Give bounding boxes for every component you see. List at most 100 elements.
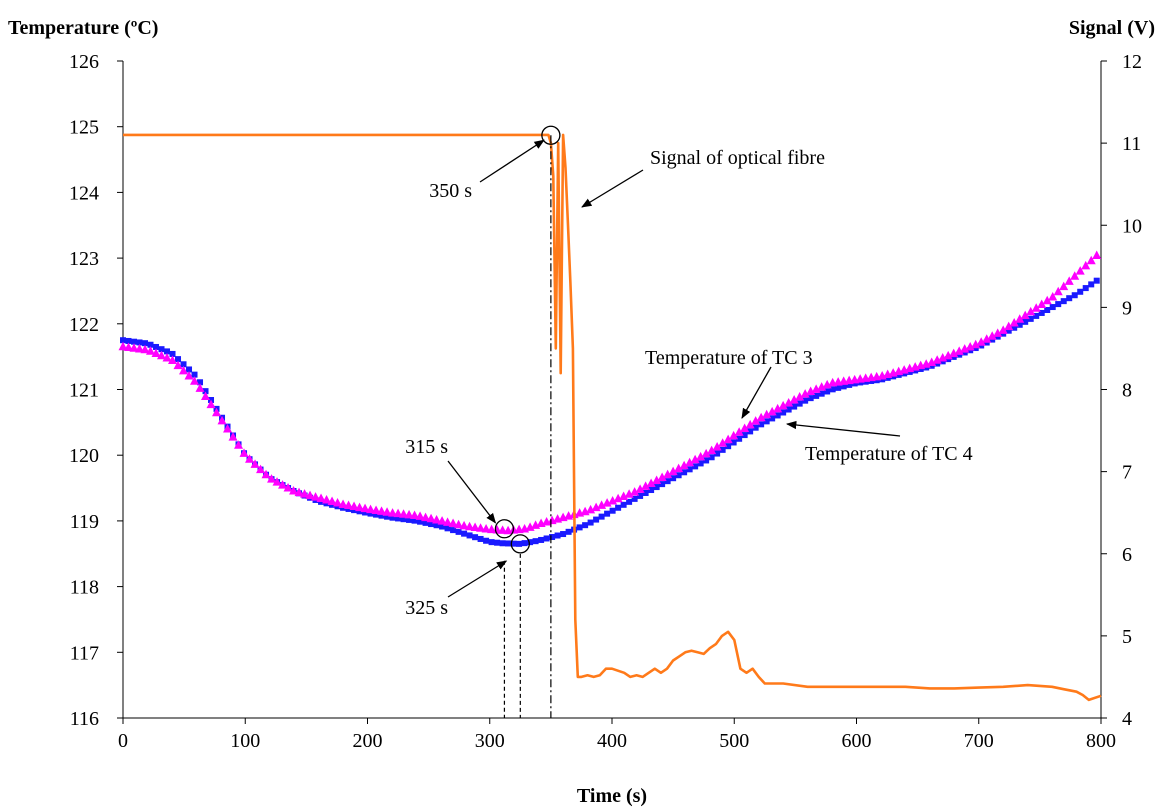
tc3-point [256, 464, 266, 474]
tc3-point [591, 502, 601, 512]
tc4-point [598, 513, 605, 520]
y-right-tick-label: 8 [1122, 380, 1132, 402]
tc3-point [938, 353, 948, 362]
y-right-tick-label: 10 [1122, 215, 1142, 237]
tc4-point [488, 539, 495, 546]
tc3-point [476, 523, 486, 532]
tc4-point [664, 478, 671, 485]
tc4-point [576, 524, 583, 531]
tc3-point [960, 344, 970, 353]
label-tc3: Temperature of TC 3 [645, 347, 813, 369]
tc4-point [428, 521, 435, 528]
tc3-point [745, 419, 755, 429]
tc4-point [780, 409, 787, 416]
tc3-point [784, 397, 794, 407]
arrow-signal [581, 169, 644, 208]
tc3-point [965, 341, 975, 351]
tc3-point [179, 365, 189, 375]
tc4-point [444, 525, 451, 532]
tc4-point [560, 531, 567, 538]
annotations-layer: 350 s Signal of optical fibre 315 s 325 s Te… [405, 125, 973, 718]
tc4-point [120, 337, 126, 344]
tc4-point [565, 528, 572, 535]
tc3-point [679, 460, 689, 470]
tc4-point [362, 509, 369, 516]
tc4-point [175, 356, 182, 363]
y-left-tick-label: 120 [69, 445, 99, 467]
y-left-tick-label: 124 [69, 182, 99, 204]
tc3-point [311, 492, 321, 501]
tc3-point [344, 500, 354, 510]
tc3-point [190, 376, 200, 385]
tc3-point [157, 350, 167, 360]
tc3-point [619, 491, 629, 501]
tc4-point [604, 510, 611, 517]
tc3-point [1004, 321, 1014, 331]
label-tc4: Temperature of TC 4 [805, 443, 973, 465]
tc3-point [1015, 314, 1025, 323]
tc4-point [1044, 307, 1051, 314]
tc4-point [439, 523, 446, 530]
tc4-point [433, 522, 440, 529]
tc4-point [158, 346, 165, 353]
tc3-point [987, 331, 997, 340]
tc3-point [718, 438, 728, 447]
tc3-point [272, 477, 282, 486]
tc4-point [351, 507, 358, 514]
tc4-point [554, 532, 561, 539]
y-right-tick-label: 4 [1122, 708, 1132, 730]
tc3-point [465, 521, 475, 531]
tc3-point [349, 501, 359, 511]
tc4-point [681, 469, 688, 476]
tc3-point [377, 506, 387, 515]
tc4-point [829, 386, 836, 393]
tc4-point [659, 481, 666, 488]
tc4-point [774, 412, 781, 419]
tc4-point [450, 527, 457, 534]
tc3-point [217, 415, 227, 425]
tc3-point [135, 344, 145, 353]
tc4-point [505, 540, 512, 547]
tc4-point [692, 463, 699, 470]
tc3-point [734, 427, 744, 436]
tc3-point [1031, 303, 1041, 312]
tc4-point [1011, 324, 1018, 331]
tc4-point [153, 343, 160, 350]
tc3-point [1081, 260, 1091, 270]
tc3-point [333, 497, 343, 507]
tc4-point [1027, 315, 1034, 322]
x-tick-label: 600 [842, 730, 872, 752]
tc3-point [635, 484, 645, 493]
tc3-point [1020, 310, 1030, 320]
x-tick-label: 300 [475, 730, 505, 752]
tc3-point [954, 346, 964, 355]
tc4-point [142, 340, 149, 347]
y-left-tick-label: 123 [69, 248, 99, 270]
tc4-point [411, 517, 418, 524]
tc3-point [388, 508, 398, 517]
tc3-point [751, 416, 761, 425]
x-tick-label: 700 [964, 730, 994, 752]
tc4-point [851, 380, 858, 387]
tc3-point [993, 328, 1003, 337]
x-tick-label: 500 [719, 730, 749, 752]
tc3-point [162, 352, 172, 362]
tc4-point [1016, 321, 1023, 328]
tc4-point [791, 403, 798, 410]
tc4-point [807, 395, 814, 402]
tc3-point [289, 486, 299, 495]
tc3-point [393, 508, 403, 518]
tc4-point [1033, 312, 1040, 319]
label-350s: 350 s [429, 180, 472, 202]
tc3-point [927, 357, 937, 366]
tc3-point [410, 510, 420, 519]
tc3-point [283, 483, 293, 492]
tc3-point [338, 499, 348, 508]
tc3-point [168, 355, 178, 365]
tc3-point [778, 400, 788, 410]
tc3-point [685, 457, 695, 467]
tc3-point [602, 498, 612, 507]
tc4-point [631, 495, 638, 502]
tc4-point [1082, 285, 1089, 292]
tc4-point [642, 489, 649, 496]
